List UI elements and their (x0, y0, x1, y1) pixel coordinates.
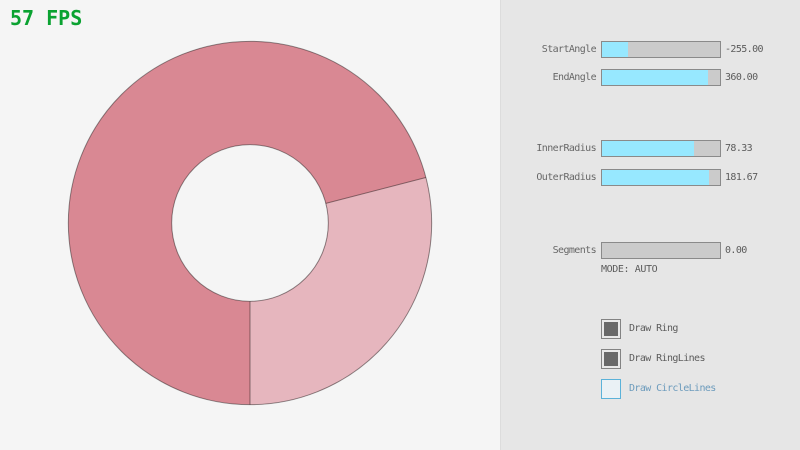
endangle-value: 360.00 (725, 72, 758, 83)
slider-row-segments: Segments 0.00 (501, 242, 800, 259)
slider-fill (602, 170, 710, 185)
checkbox-box[interactable] (601, 319, 621, 339)
outerradius-label: OuterRadius (536, 172, 596, 183)
slider-fill (602, 141, 695, 156)
checkbox-draw-circlelines[interactable]: Draw CircleLines (601, 379, 800, 399)
checkbox-label: Draw RingLines (629, 353, 705, 364)
ring-single-sector-fill (250, 177, 432, 405)
slider-fill (602, 42, 628, 57)
slider-row-startangle: StartAngle -255.00 (501, 41, 800, 58)
startangle-slider[interactable] (601, 41, 721, 58)
checkbox-label: Draw CircleLines (629, 383, 716, 394)
slider-row-innerradius: InnerRadius 78.33 (501, 140, 800, 157)
ring-inner-outline (171, 144, 329, 302)
outerradius-value: 181.67 (725, 172, 758, 183)
checkbox-box[interactable] (601, 349, 621, 369)
fps-counter: 57 FPS (10, 6, 83, 30)
innerradius-value: 78.33 (725, 143, 753, 154)
segments-value: 0.00 (725, 245, 747, 256)
checkmark-fill (604, 352, 618, 366)
startangle-value: -255.00 (725, 44, 764, 55)
innerradius-label: InnerRadius (536, 143, 596, 154)
innerradius-slider[interactable] (601, 140, 721, 157)
ring-startangle-line (325, 177, 427, 204)
checkbox-draw-ring[interactable]: Draw Ring (601, 319, 800, 339)
ring-outer-outline (67, 40, 433, 406)
endangle-label: EndAngle (552, 72, 597, 83)
checkmark-fill (604, 322, 618, 336)
control-panel: StartAngle -255.00 EndAngle 360.00 Inner… (500, 0, 800, 450)
checkbox-box[interactable] (601, 379, 621, 399)
checkbox-draw-ringlines[interactable]: Draw RingLines (601, 349, 800, 369)
slider-fill (602, 70, 709, 85)
slider-row-endangle: EndAngle 360.00 (501, 69, 800, 86)
startangle-label: StartAngle (541, 44, 597, 55)
outerradius-slider[interactable] (601, 169, 721, 186)
segments-label: Segments (552, 245, 597, 256)
segments-slider[interactable] (601, 242, 721, 259)
segments-mode-label: MODE: AUTO (601, 264, 658, 275)
endangle-slider[interactable] (601, 69, 721, 86)
checkbox-label: Draw Ring (629, 323, 678, 334)
slider-row-outerradius: OuterRadius 181.67 (501, 169, 800, 186)
